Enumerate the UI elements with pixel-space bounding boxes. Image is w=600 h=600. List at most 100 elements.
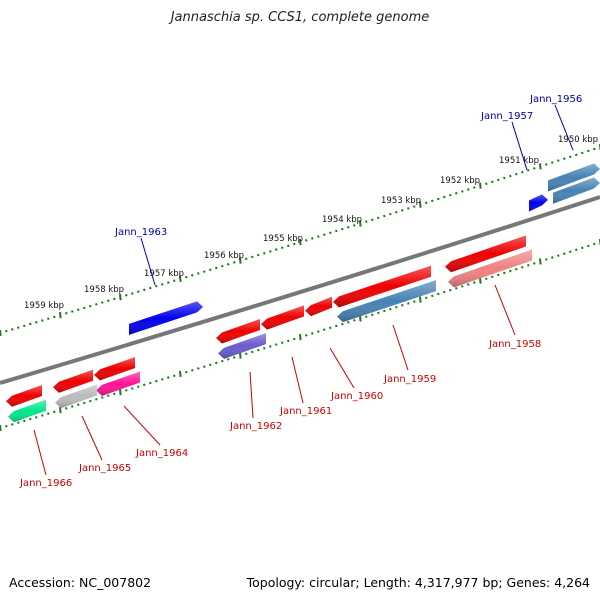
scale-tick bbox=[515, 172, 518, 176]
scale-tick bbox=[155, 379, 158, 383]
scale-tick bbox=[203, 270, 206, 273]
scale-tick bbox=[395, 305, 398, 309]
scale-tick bbox=[485, 182, 488, 186]
scale-tick bbox=[305, 239, 308, 242]
scale-tick bbox=[149, 381, 152, 385]
feature-shading bbox=[216, 318, 260, 344]
scale-tick bbox=[443, 195, 446, 199]
scale-tick bbox=[23, 324, 26, 328]
scale-tick bbox=[359, 220, 362, 227]
gene-label-jann-1959[interactable]: Jann_1959 bbox=[383, 374, 436, 385]
scale-tick bbox=[29, 322, 32, 326]
scale-tick bbox=[11, 423, 14, 426]
scale-tick bbox=[11, 328, 14, 331]
scale-tick bbox=[95, 303, 98, 306]
scale-tick bbox=[305, 334, 308, 337]
feature-shading bbox=[548, 163, 600, 192]
scale-tick bbox=[275, 248, 278, 251]
scale-tick bbox=[365, 220, 368, 223]
gene-label-jann-1958[interactable]: Jann_1958 bbox=[488, 339, 541, 350]
scale-tick bbox=[395, 210, 398, 214]
scale-tick bbox=[143, 288, 146, 292]
gene-label-jann-1965[interactable]: Jann_1965 bbox=[78, 463, 131, 474]
scale-tick bbox=[593, 147, 596, 151]
scale-tick bbox=[503, 271, 506, 275]
feature-shading bbox=[218, 333, 266, 359]
feature-shading bbox=[94, 357, 135, 381]
scale-tick bbox=[59, 407, 62, 414]
scale-tick bbox=[485, 277, 488, 281]
scale-tick bbox=[413, 205, 416, 208]
scale-tick bbox=[239, 352, 242, 359]
scale-tick bbox=[551, 161, 554, 164]
scale-tick bbox=[149, 286, 152, 290]
gene-label-jann-1956[interactable]: Jann_1956 bbox=[529, 94, 582, 105]
scale-tick bbox=[341, 227, 344, 231]
scale-tick bbox=[161, 283, 164, 286]
scale-tick bbox=[497, 273, 500, 277]
scale-tick bbox=[137, 290, 140, 293]
scale-tick bbox=[41, 319, 44, 322]
feature-shading bbox=[96, 371, 140, 396]
scale-tick bbox=[17, 326, 20, 329]
gene-label-jann-1957[interactable]: Jann_1957 bbox=[480, 111, 533, 122]
scale-tick bbox=[299, 239, 302, 246]
scale-tick bbox=[125, 388, 128, 392]
scale-tick bbox=[209, 363, 212, 367]
scale-label: 1954 kbp bbox=[322, 215, 362, 225]
scale-tick bbox=[455, 192, 458, 195]
scale-tick bbox=[563, 157, 566, 160]
scale-tick bbox=[371, 218, 374, 222]
scale-tick bbox=[383, 309, 386, 313]
scale-tick bbox=[233, 261, 236, 264]
gene-label-jann-1963[interactable]: Jann_1963 bbox=[114, 227, 167, 238]
scale-tick bbox=[569, 250, 572, 254]
feature-shading bbox=[8, 399, 46, 423]
scale-tick bbox=[353, 224, 356, 227]
feature-shading bbox=[129, 301, 203, 335]
scale-tick bbox=[17, 421, 20, 424]
scale-tick bbox=[377, 216, 380, 220]
scale-label: 1952 kbp bbox=[440, 176, 480, 186]
scale-tick bbox=[401, 209, 404, 212]
accession-text: Accession: NC_007802 bbox=[9, 575, 152, 590]
scale-labels: 1959 kbp 1958 kbp 1957 kbp 1956 kbp 1955… bbox=[24, 135, 598, 311]
scale-tick bbox=[419, 201, 422, 208]
scale-tick bbox=[143, 383, 146, 387]
scale-label: 1955 kbp bbox=[263, 234, 303, 244]
scale-tick bbox=[191, 273, 194, 277]
scale-tick bbox=[521, 265, 524, 269]
scale-tick bbox=[587, 149, 590, 153]
gene-label-jann-1964[interactable]: Jann_1964 bbox=[135, 448, 188, 459]
scale-tick bbox=[281, 341, 284, 344]
scale-tick bbox=[539, 258, 542, 265]
feature-shading bbox=[445, 235, 526, 273]
scale-tick bbox=[587, 244, 590, 248]
scale-tick bbox=[341, 322, 344, 326]
scale-tick bbox=[503, 176, 506, 180]
scale-tick bbox=[41, 414, 44, 417]
scale-tick bbox=[377, 311, 380, 315]
gene-label-jann-1966[interactable]: Jann_1966 bbox=[19, 478, 72, 489]
scale-tick bbox=[65, 407, 68, 410]
scale-tick bbox=[227, 358, 230, 361]
gene-label-jann-1960[interactable]: Jann_1960 bbox=[330, 391, 383, 402]
scale-tick bbox=[449, 193, 452, 197]
feature-shading bbox=[6, 384, 42, 407]
gene-label-jann-1961[interactable]: Jann_1961 bbox=[279, 406, 332, 417]
scale-tick bbox=[101, 396, 104, 399]
scale-tick bbox=[263, 251, 266, 255]
scale-tick bbox=[53, 315, 56, 319]
scale-tick bbox=[575, 248, 578, 252]
scale-tick bbox=[251, 350, 254, 354]
scale-tick bbox=[365, 315, 368, 318]
scale-tick bbox=[167, 281, 170, 284]
scale-tick bbox=[413, 300, 416, 303]
scale-tick bbox=[47, 317, 50, 320]
scale-tick bbox=[155, 284, 158, 288]
scale-tick bbox=[83, 401, 86, 405]
feature-shading bbox=[53, 369, 93, 393]
scale-tick bbox=[107, 394, 110, 397]
scale-tick bbox=[401, 304, 404, 307]
gene-label-jann-1962[interactable]: Jann_1962 bbox=[229, 421, 282, 432]
